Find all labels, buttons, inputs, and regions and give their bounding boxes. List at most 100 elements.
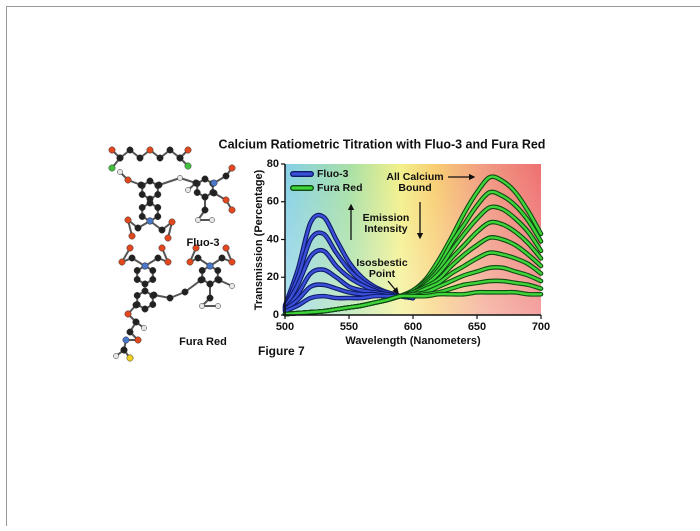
atom — [142, 306, 148, 312]
y-axis-title: Transmission (Percentage) — [253, 169, 265, 310]
x-tick-label: 700 — [532, 321, 550, 333]
atom — [137, 155, 143, 161]
annotation: Point — [369, 268, 396, 280]
atom — [121, 347, 127, 353]
atom — [127, 355, 133, 361]
atom — [207, 295, 213, 301]
atom — [117, 155, 123, 161]
y-tick-label: 80 — [267, 158, 279, 170]
y-tick-label: 0 — [273, 309, 279, 321]
atom — [147, 178, 153, 184]
atom — [199, 303, 204, 308]
atom — [223, 245, 229, 251]
atom — [177, 155, 183, 161]
figure-label: Figure 7 — [258, 344, 305, 358]
atom — [150, 276, 156, 282]
atom — [135, 337, 141, 343]
atom — [125, 217, 131, 223]
atom — [229, 283, 234, 288]
atom — [185, 163, 191, 169]
atom — [194, 189, 200, 195]
atom — [119, 259, 125, 265]
x-tick-label: 500 — [276, 321, 294, 333]
atom — [156, 182, 162, 188]
atom — [202, 176, 208, 182]
page: {"chart_data": { "type": "line", "title"… — [0, 0, 700, 526]
atom — [127, 147, 133, 153]
atom — [207, 281, 213, 287]
atom — [215, 303, 220, 308]
atom — [167, 295, 173, 301]
atom — [155, 255, 161, 261]
atom — [133, 302, 139, 308]
atom — [133, 319, 139, 325]
atom — [165, 259, 171, 265]
atom — [202, 194, 208, 200]
atom — [141, 325, 146, 330]
atom — [215, 267, 221, 273]
atom — [193, 180, 199, 186]
atom — [202, 207, 208, 213]
y-tick-label: 20 — [267, 271, 279, 283]
atom — [125, 311, 131, 317]
legend-label: Fura Red — [317, 182, 363, 194]
atom — [155, 204, 161, 210]
atom — [127, 329, 133, 335]
atom — [219, 255, 225, 261]
atom — [147, 218, 153, 224]
atom — [187, 259, 193, 265]
atom — [195, 255, 201, 261]
atom — [155, 213, 161, 219]
atom — [129, 233, 135, 239]
atom — [134, 276, 140, 282]
x-tick-label: 600 — [404, 321, 422, 333]
molecule-label: Fluo-3 — [187, 237, 220, 249]
atom — [199, 267, 205, 273]
atom — [165, 235, 171, 241]
atom — [229, 259, 235, 265]
atom — [229, 207, 235, 213]
atom — [117, 169, 122, 174]
atom — [151, 292, 157, 298]
atom — [113, 353, 118, 358]
figure: Calcium Ratiometric Titration with Fluo-… — [0, 0, 700, 526]
atom — [223, 173, 229, 179]
atom — [139, 191, 145, 197]
atom — [147, 147, 153, 153]
y-tick-label: 40 — [267, 233, 279, 245]
atom — [139, 213, 145, 219]
atom — [139, 204, 145, 210]
atom — [157, 155, 163, 161]
atom — [138, 182, 144, 188]
atom — [134, 292, 140, 298]
atom — [159, 245, 165, 251]
atom — [147, 200, 153, 206]
atom — [159, 227, 165, 233]
atom — [109, 165, 115, 171]
atom — [109, 147, 115, 153]
chart-title: Calcium Ratiometric Titration with Fluo-… — [219, 137, 546, 151]
atom — [195, 217, 200, 222]
x-tick-label: 550 — [340, 321, 358, 333]
atom — [209, 217, 214, 222]
atom — [211, 190, 217, 196]
atom — [125, 177, 131, 183]
atom — [142, 263, 148, 269]
atom — [211, 180, 217, 186]
atom — [135, 225, 141, 231]
atom — [177, 175, 182, 180]
x-axis-title: Wavelength (Nanometers) — [345, 335, 481, 347]
atom — [167, 147, 173, 153]
molecule-drawings — [109, 147, 235, 361]
atom — [155, 191, 161, 197]
atom — [134, 267, 140, 273]
atom — [185, 187, 190, 192]
atom — [198, 277, 204, 283]
y-tick-label: 60 — [267, 196, 279, 208]
atom — [127, 245, 133, 251]
atom — [229, 165, 235, 171]
annotation: Intensity — [364, 223, 407, 235]
atom — [123, 337, 129, 343]
atom — [169, 219, 175, 225]
atom — [185, 147, 191, 153]
